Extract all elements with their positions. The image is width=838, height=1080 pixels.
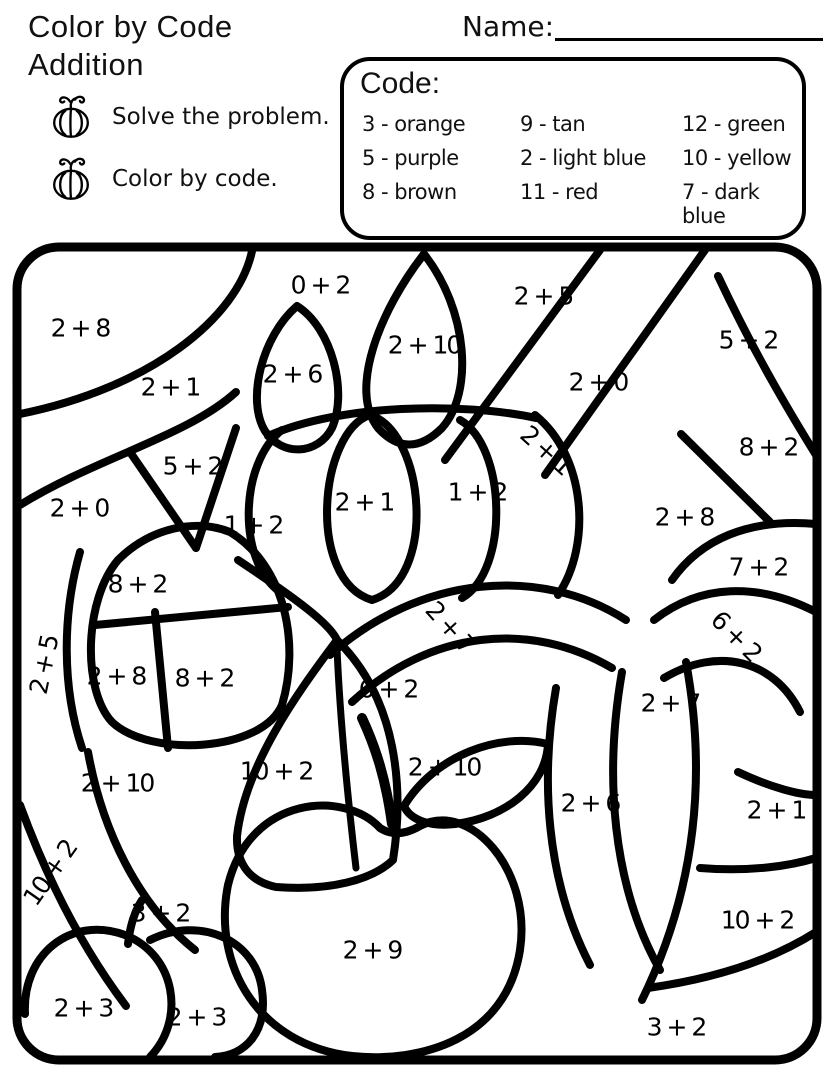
math-problem: 2 + 9 [343,936,403,965]
small-pumpkin-outline [146,926,267,1061]
math-problem: 1 + 2 [224,511,283,540]
math-problem: 1 + 2 [448,478,507,507]
math-problem: 6 + 2 [359,675,418,704]
math-problem: 8 + 2 [739,433,798,462]
coloring-line [644,928,820,992]
coloring-line [234,556,341,644]
horn-ring-line [609,668,664,974]
page-title: Color by Code Addition [28,8,233,84]
math-problem: 2 + 8 [87,662,147,691]
code-entry: 3 - orange [362,112,466,136]
math-problem: 7 + 2 [729,553,788,582]
petal-outline [252,302,343,454]
math-problem: 10 + 2 [721,906,794,935]
instruction-text: Color by code. [112,166,278,192]
small-pumpkin-outline [20,925,176,1061]
coloring-line [734,768,820,799]
apple-outline [220,801,526,1062]
math-problem: 2 + 0 [50,494,110,523]
small-pumpkin-stem [124,896,146,948]
name-label: Name: [462,10,555,43]
coloring-line [16,247,256,418]
leaf-vein [333,644,360,872]
math-problem: 3 + 2 [131,899,190,928]
code-entry: 7 - dark blue [682,180,760,228]
coloring-line [668,519,820,584]
math-problem: 2 + 6 [561,789,621,818]
math-problem: 2 + 5 [514,282,573,311]
math-problem: 2 + 7 [641,689,700,718]
math-problem: 2 + 5 [24,633,65,696]
code-legend-box: Code: 3 - orange 9 - tan 12 - green 5 - pur… [340,57,806,240]
math-problem: 0 + 2 [291,271,350,300]
code-entry: 11 - red [520,180,599,204]
horn-tail-line [541,246,709,479]
coloring-line [714,272,820,459]
math-problem: 8 + 2 [175,664,234,693]
horn-ring-line [543,684,594,969]
math-problem: 2 + 0 [569,368,629,397]
petal-outline [362,250,467,449]
apple-stem [357,713,397,829]
horn-rim-line [326,581,630,659]
coloring-line [677,430,774,526]
name-field: Name: [462,10,824,43]
page-title-line1: Color by Code [28,9,233,44]
math-problem: 5 + 2 [163,452,222,481]
math-problem: 5 + 2 [719,326,778,355]
coloring-line [16,388,240,509]
code-entry: 10 - yellow [682,146,792,170]
instruction-color: Color by code. [46,154,278,204]
horn-tail-line [441,246,604,464]
code-entry: 8 - brown [362,180,457,204]
coloring-line [696,854,820,874]
coloring-line [650,587,820,624]
code-entry: 5 - purple [362,146,459,170]
math-problem: 2 + 1 [747,796,806,825]
candy-corn-outline [87,521,294,750]
math-problem: 3 + 2 [647,1013,706,1042]
math-problem: 8 + 2 [108,570,167,599]
coloring-line [126,448,200,552]
math-problem: 10 + 2 [17,835,82,911]
instruction-text: Solve the problem. [112,104,330,130]
math-problem: 2 + 3 [54,994,113,1023]
code-entry: 12 - green [682,112,786,136]
pumpkin-segment [531,411,584,599]
instruction-solve: Solve the problem. [46,92,330,142]
horn-ring-line [638,658,700,1004]
coloring-line [16,801,130,1010]
math-problem: 2 + 6 [263,360,323,389]
leaf-outline [232,636,402,892]
math-problem: 2 + 1 [335,488,394,517]
candy-corn-stripe [91,603,292,629]
pumpkin-outline [264,404,540,440]
code-entries: 3 - orange 9 - tan 12 - green 5 - purple 2 -… [360,112,802,228]
math-problem: 2 + 8 [655,503,715,532]
pumpkin-segment [323,411,421,604]
name-blank-line[interactable] [555,10,824,41]
math-problem: 2 + 10 [408,753,482,782]
picture-border [12,242,822,1065]
candy-corn-stripe [151,608,172,752]
math-problem: 2 + 8 [51,314,111,343]
math-problem: 2 + 10 [81,769,155,798]
math-problem: 2 + 3 [167,1003,226,1032]
math-problem: 10 + 2 [240,757,313,786]
code-entry: 9 - tan [520,112,586,136]
apple-leaf-outline [400,736,552,829]
pumpkin-segment [456,416,501,602]
problem-labels: 2 + 8 0 + 2 2 + 5 5 + 2 2 + 10 2 + 6 2 + 1 2 + … [17,271,807,1042]
math-problem: 2 + 10 [388,331,462,360]
horn-rim-line [348,634,616,706]
math-problem: 2 + 1 [141,373,200,402]
code-legend-title: Code: [360,67,441,100]
page-title-line2: Addition [28,47,145,82]
code-entry: 2 - light blue [520,146,646,170]
coloring-line [62,548,86,752]
